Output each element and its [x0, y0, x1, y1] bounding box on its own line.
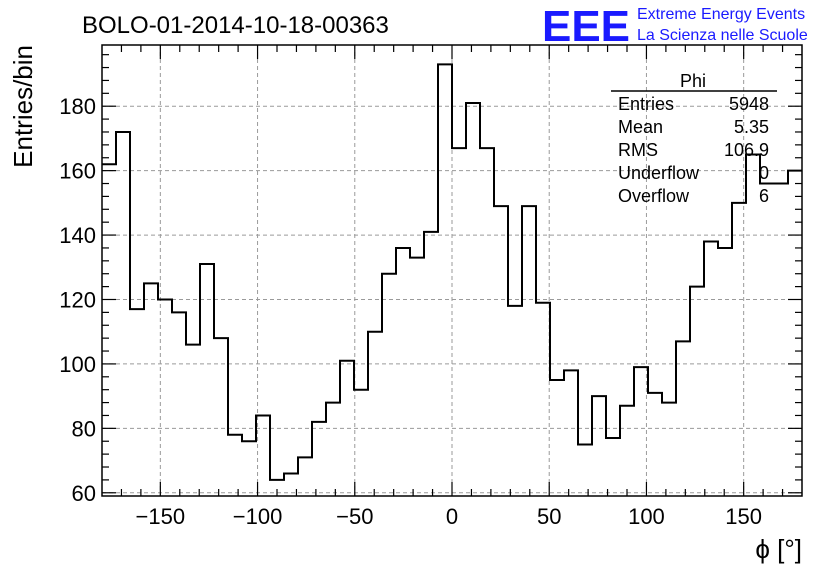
- histogram-bin: [676, 341, 690, 496]
- histogram-bin: [648, 393, 662, 496]
- histogram-bin: [214, 338, 228, 496]
- x-tick-label: −100: [233, 504, 283, 529]
- x-tick-label: 50: [537, 504, 561, 529]
- histogram-bin: [704, 242, 718, 496]
- stats-rms-value: 106.9: [724, 140, 769, 160]
- histogram-bin: [760, 184, 774, 496]
- histogram-bin: [662, 403, 676, 496]
- axis-ticks: [102, 45, 802, 496]
- stats-overflow-value: 6: [759, 186, 769, 206]
- histogram-bin: [578, 444, 592, 496]
- histogram-bin: [144, 283, 158, 496]
- stats-underflow-label: Underflow: [618, 163, 700, 183]
- stats-overflow-label: Overflow: [618, 186, 690, 206]
- x-tick-label: −50: [336, 504, 373, 529]
- y-tick-label: 60: [72, 481, 96, 506]
- histogram-bin: [102, 164, 116, 496]
- histogram-bin: [508, 306, 522, 496]
- histogram-bin: [382, 274, 396, 496]
- stats-underflow-value: 0: [759, 163, 769, 183]
- stats-entries-label: Entries: [618, 94, 674, 114]
- x-tick-label: 150: [725, 504, 762, 529]
- histogram-bin: [228, 435, 242, 496]
- brand-line-2: La Scienza nelle Scuole: [637, 27, 808, 44]
- histogram-bin: [172, 312, 186, 496]
- histogram-bin: [368, 332, 382, 496]
- y-tick-label: 80: [72, 416, 96, 441]
- y-tick-label: 120: [59, 287, 96, 312]
- histogram-bin: [746, 155, 760, 496]
- histogram-bin: [116, 132, 130, 496]
- histogram-bin: [536, 303, 550, 496]
- brand-line-1: Extreme Energy Events: [637, 6, 805, 23]
- stats-entries-value: 5948: [729, 94, 769, 114]
- histogram-bin: [158, 299, 172, 496]
- x-tick-label: 100: [628, 504, 665, 529]
- histogram-bin: [774, 184, 788, 496]
- histogram-bin: [242, 441, 256, 496]
- x-tick-label: −150: [136, 504, 186, 529]
- y-tick-label: 100: [59, 352, 96, 377]
- histogram-bin: [354, 390, 368, 496]
- histogram-bin: [550, 380, 564, 496]
- tick-labels: −150 −100 −50 0 50 100 150 60 80 100 120 140 160 180: [59, 94, 762, 529]
- histogram-bin: [410, 258, 424, 496]
- stats-mean-value: 5.35: [734, 117, 769, 137]
- histogram-outline: [102, 63, 802, 481]
- x-axis-label: ϕ [°]: [755, 534, 802, 564]
- histogram-bin: [718, 248, 732, 496]
- stats-title: Phi: [680, 71, 706, 91]
- histogram-bin: [788, 171, 802, 496]
- eee-logo: EEE: [542, 2, 630, 51]
- plot-frame: [101, 44, 803, 497]
- histogram-bins: [102, 63, 802, 496]
- histogram-bin: [606, 438, 620, 496]
- histogram-bin: [452, 148, 466, 496]
- histogram-bin: [634, 367, 648, 496]
- y-tick-label: 140: [59, 223, 96, 248]
- histogram-bin: [298, 457, 312, 496]
- histogram-bin: [466, 103, 480, 496]
- histogram-bin: [438, 64, 452, 496]
- histogram-bin: [690, 287, 704, 496]
- histogram-bin: [620, 406, 634, 496]
- y-tick-label: 180: [59, 94, 96, 119]
- histogram-bin: [130, 309, 144, 496]
- histogram-bin: [494, 206, 508, 496]
- histogram-bin: [480, 148, 494, 496]
- stats-box: Phi Entries 5948 Mean 5.35 RMS 106.9 Und…: [611, 71, 777, 206]
- histogram-bin: [312, 422, 326, 496]
- y-tick-label: 160: [59, 159, 96, 184]
- histogram-bin: [424, 232, 438, 496]
- x-tick-label: 0: [446, 504, 458, 529]
- histogram-bin: [522, 206, 536, 496]
- grid-lines: [102, 45, 802, 496]
- histogram-bin: [592, 396, 606, 496]
- histogram-bin: [732, 203, 746, 496]
- histogram-bin: [200, 264, 214, 496]
- histogram-bin: [340, 361, 354, 496]
- histogram-bin: [396, 248, 410, 496]
- chart-title: BOLO-01-2014-10-18-00363: [82, 12, 389, 39]
- histogram-bin: [326, 403, 340, 496]
- stats-mean-label: Mean: [618, 117, 663, 137]
- histogram-bin: [564, 370, 578, 496]
- y-axis-label: Entries/bin: [8, 45, 38, 168]
- histogram-bin: [186, 345, 200, 496]
- stats-rms-label: RMS: [618, 140, 658, 160]
